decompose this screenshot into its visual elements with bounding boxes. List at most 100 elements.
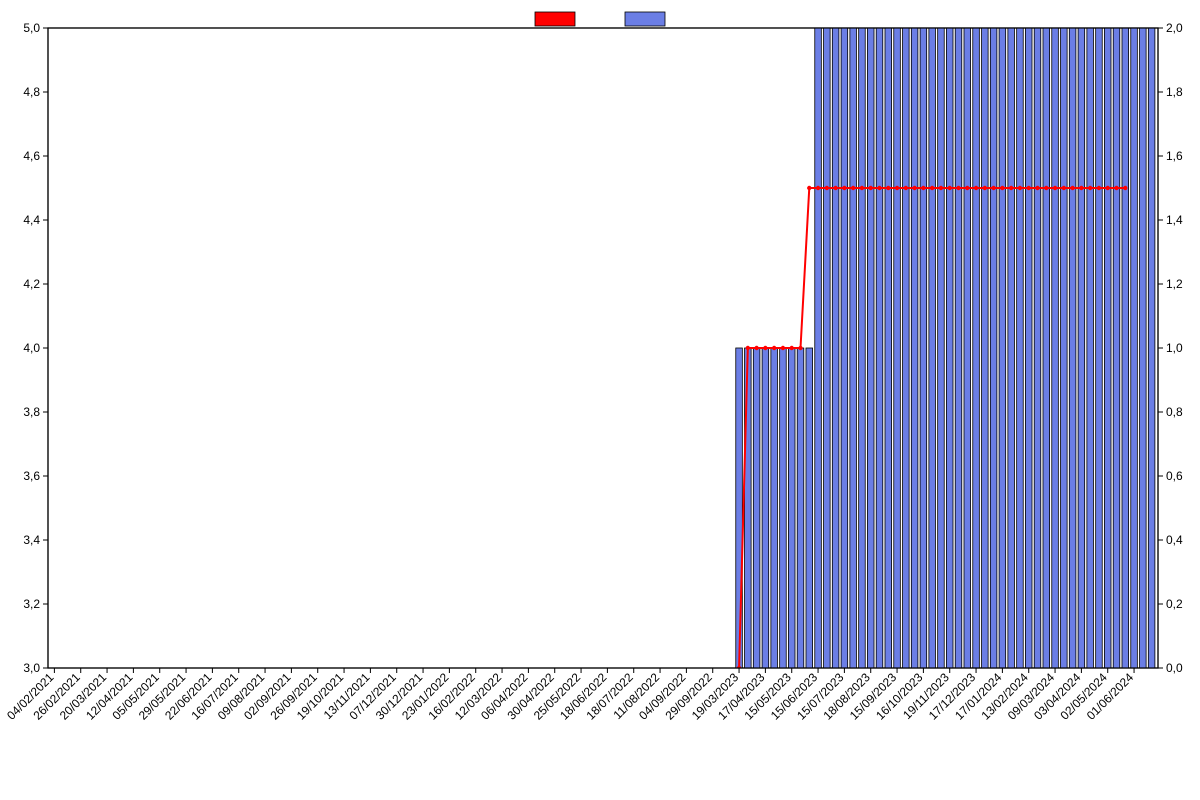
bar	[973, 28, 980, 668]
line-marker	[781, 346, 785, 350]
yl-tick-label: 4,6	[23, 149, 40, 163]
legend-swatch	[535, 12, 575, 26]
line-marker	[1009, 186, 1013, 190]
line-marker	[816, 186, 820, 190]
line-marker	[825, 186, 829, 190]
yl-tick-label: 4,4	[23, 213, 40, 227]
yl-tick-label: 3,2	[23, 597, 40, 611]
bar	[1087, 28, 1094, 668]
line-marker	[869, 186, 873, 190]
yl-tick-label: 3,6	[23, 469, 40, 483]
yr-tick-label: 1,2	[1166, 277, 1183, 291]
bar	[1017, 28, 1024, 668]
bar	[955, 28, 962, 668]
bar	[946, 28, 953, 668]
bar	[964, 28, 971, 668]
yl-tick-label: 4,2	[23, 277, 40, 291]
bar	[894, 28, 901, 668]
bar	[824, 28, 831, 668]
line-marker	[948, 186, 952, 190]
yr-tick-label: 0,8	[1166, 405, 1183, 419]
yr-tick-label: 0,2	[1166, 597, 1183, 611]
line-marker	[904, 186, 908, 190]
yr-tick-label: 1,8	[1166, 85, 1183, 99]
bar	[771, 348, 778, 668]
line-marker	[974, 186, 978, 190]
line-marker	[1000, 186, 1004, 190]
line-marker	[851, 186, 855, 190]
line-marker	[746, 346, 750, 350]
bar	[1148, 28, 1155, 668]
bar	[867, 28, 874, 668]
yr-tick-label: 1,0	[1166, 341, 1183, 355]
line-marker	[1018, 186, 1022, 190]
bar	[815, 28, 822, 668]
line-marker	[1106, 186, 1110, 190]
line-marker	[790, 346, 794, 350]
line-marker	[886, 186, 890, 190]
chart-container: 3,03,23,43,63,84,04,24,44,64,85,00,00,20…	[0, 0, 1200, 800]
yl-tick-label: 3,4	[23, 533, 40, 547]
bar	[806, 348, 813, 668]
bar	[1078, 28, 1085, 668]
chart-svg: 3,03,23,43,63,84,04,24,44,64,85,00,00,20…	[0, 0, 1200, 800]
bar	[797, 348, 804, 668]
bar	[876, 28, 883, 668]
bar	[920, 28, 927, 668]
line-marker	[1079, 186, 1083, 190]
line-marker	[930, 186, 934, 190]
line-marker	[1053, 186, 1057, 190]
line-marker	[939, 186, 943, 190]
line-marker	[877, 186, 881, 190]
bar	[762, 348, 769, 668]
yl-tick-label: 4,8	[23, 85, 40, 99]
yl-tick-label: 3,0	[23, 661, 40, 675]
bar	[1008, 28, 1015, 668]
line-marker	[833, 186, 837, 190]
line-marker	[1114, 186, 1118, 190]
bar	[1096, 28, 1103, 668]
bar	[753, 348, 760, 668]
bar	[788, 348, 795, 668]
line-marker	[965, 186, 969, 190]
bar	[1140, 28, 1147, 668]
bar	[1052, 28, 1059, 668]
yr-tick-label: 2,0	[1166, 21, 1183, 35]
bar	[938, 28, 945, 668]
bar	[1034, 28, 1041, 668]
bar	[1061, 28, 1068, 668]
line-marker	[1062, 186, 1066, 190]
bar	[999, 28, 1006, 668]
line-marker	[1088, 186, 1092, 190]
bar	[1025, 28, 1032, 668]
yr-tick-label: 1,6	[1166, 149, 1183, 163]
bar	[1122, 28, 1129, 668]
bar	[859, 28, 866, 668]
line-marker	[842, 186, 846, 190]
bar	[841, 28, 848, 668]
yr-tick-label: 1,4	[1166, 213, 1183, 227]
bar	[1113, 28, 1120, 668]
line-marker	[921, 186, 925, 190]
bar	[903, 28, 910, 668]
line-marker	[956, 186, 960, 190]
line-marker	[1035, 186, 1039, 190]
line-marker	[1097, 186, 1101, 190]
bar	[1131, 28, 1138, 668]
line-marker	[807, 186, 811, 190]
bar	[990, 28, 997, 668]
yl-tick-label: 4,0	[23, 341, 40, 355]
yl-tick-label: 3,8	[23, 405, 40, 419]
bar	[982, 28, 989, 668]
legend-swatch	[625, 12, 665, 26]
bar	[832, 28, 839, 668]
line-marker	[895, 186, 899, 190]
bar	[780, 348, 787, 668]
line-marker	[1027, 186, 1031, 190]
line-marker	[754, 346, 758, 350]
line-marker	[1044, 186, 1048, 190]
bar	[911, 28, 918, 668]
line-marker	[772, 346, 776, 350]
line-marker	[1123, 186, 1127, 190]
line-marker	[912, 186, 916, 190]
